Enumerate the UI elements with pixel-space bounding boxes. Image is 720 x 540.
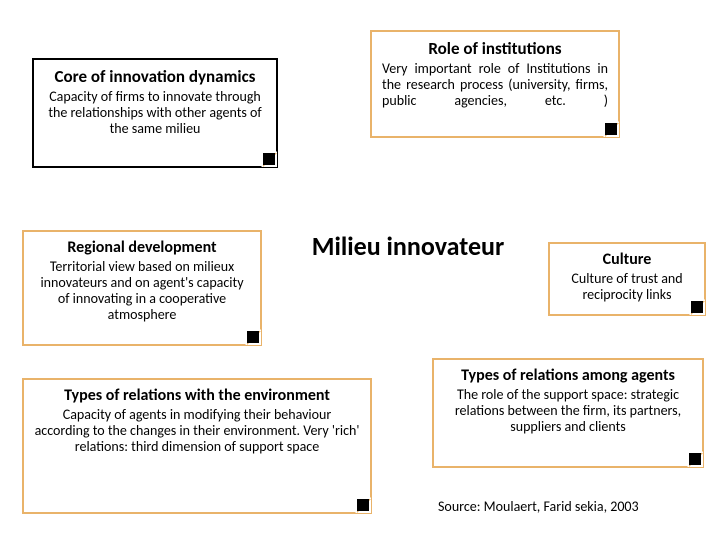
fold-icon <box>261 151 277 167</box>
box-institutions-title: Role of institutions <box>382 38 608 59</box>
box-culture-body: Culture of trust and reciprocity links <box>560 271 694 303</box>
fold-icon <box>687 451 703 467</box>
box-relations-agents: Types of relations among agents The role… <box>432 358 704 468</box>
box-regional-title: Regional development <box>34 238 250 257</box>
source-text: Source: Moulaert, Farid sekia, 2003 <box>438 498 639 515</box>
center-title: Milieu innovateur <box>288 230 528 262</box>
box-regional-development: Regional development Territorial view ba… <box>22 230 262 346</box>
fold-icon <box>603 121 619 137</box>
source-citation: Source: Moulaert, Farid sekia, 2003 <box>438 498 639 515</box>
box-env-title: Types of relations with the environment <box>34 386 360 405</box>
fold-icon <box>245 329 261 345</box>
box-relations-environment: Types of relations with the environment … <box>22 378 372 514</box>
box-culture: Culture Culture of trust and reciprocity… <box>548 242 706 316</box>
fold-icon <box>355 497 371 513</box>
box-institutions: Role of institutions Very important role… <box>370 30 620 138</box>
box-core-title: Core of innovation dynamics <box>44 66 266 87</box>
box-core-innovation: Core of innovation dynamics Capacity of … <box>32 58 278 168</box>
fold-icon <box>689 299 705 315</box>
box-institutions-body: Very important role of Institutions in t… <box>382 61 608 109</box>
box-core-body: Capacity of firms to innovate through th… <box>44 89 266 137</box>
box-culture-title: Culture <box>560 250 694 269</box>
center-title-text: Milieu innovateur <box>312 230 505 262</box>
box-regional-body: Territorial view based on milieux innova… <box>34 259 250 323</box>
box-agents-title: Types of relations among agents <box>444 366 692 385</box>
box-agents-body: The role of the support space: strategic… <box>444 387 692 435</box>
box-env-body: Capacity of agents in modifying their be… <box>34 407 360 455</box>
